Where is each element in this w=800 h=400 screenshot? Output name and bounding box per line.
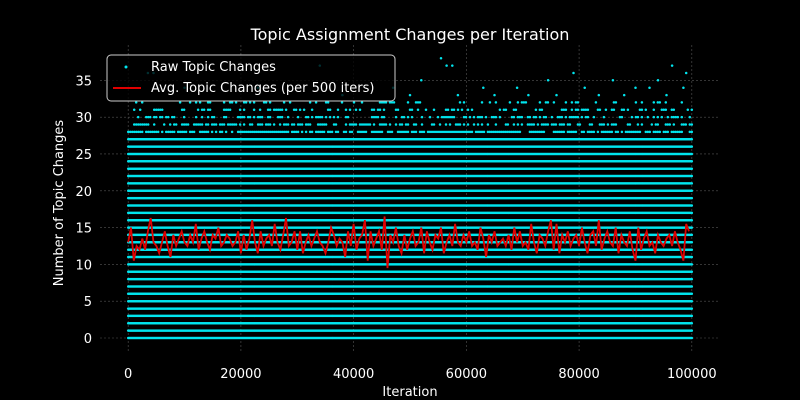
scatter-point — [690, 285, 694, 288]
scatter-point — [690, 329, 694, 332]
scatter-point — [690, 336, 694, 340]
scatter-point — [690, 307, 694, 310]
raw-topic-changes-points — [126, 57, 694, 340]
scatter-point — [690, 299, 694, 303]
scatter-point — [690, 322, 694, 325]
scatter-point — [690, 314, 694, 318]
scatter-point — [690, 292, 694, 296]
